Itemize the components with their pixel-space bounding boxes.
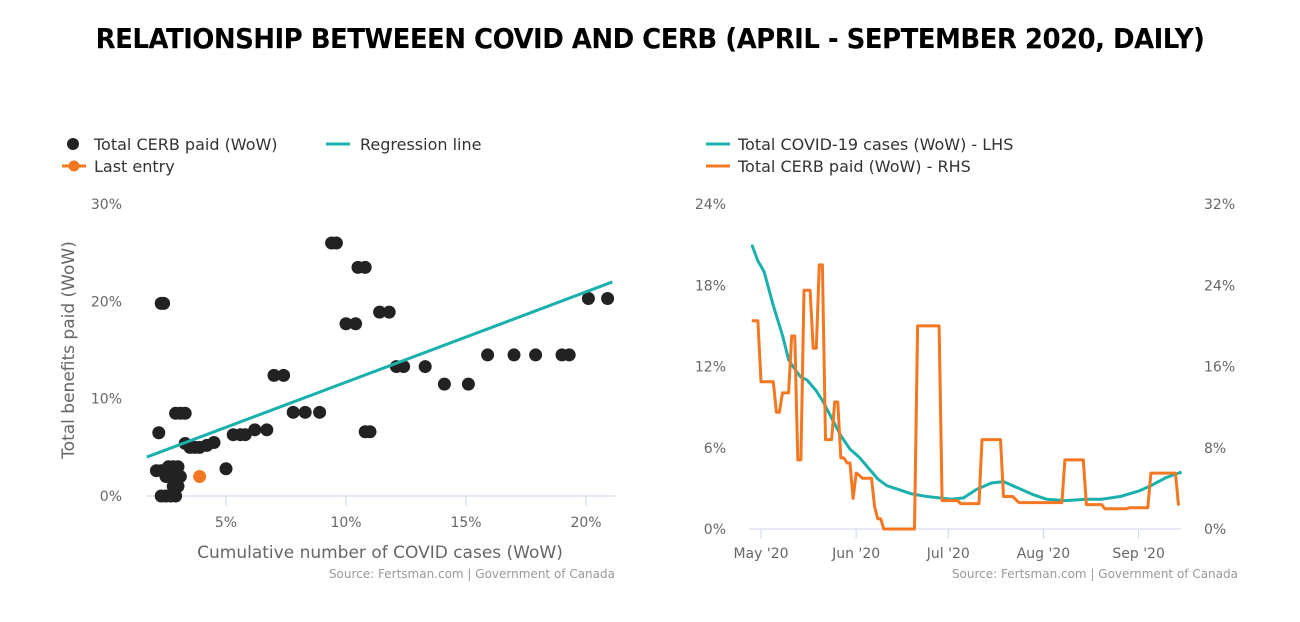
scatter-point[interactable]	[461, 377, 475, 391]
scatter-point[interactable]	[171, 460, 185, 474]
scatter-point[interactable]	[562, 348, 576, 362]
scatter-point[interactable]	[152, 426, 166, 440]
scatter-point[interactable]	[507, 348, 521, 362]
y-right-tick-label: 0%	[1204, 522, 1226, 538]
scatter-point[interactable]	[363, 425, 377, 439]
scatter-point[interactable]	[382, 305, 396, 319]
scatter-point[interactable]	[358, 260, 372, 274]
x-tick-label: Jul '20	[926, 546, 970, 562]
x-tick-label: 10%	[330, 515, 361, 531]
y-left-tick-label: 0%	[704, 522, 726, 538]
x-tick-label: 15%	[450, 515, 481, 531]
scatter-point[interactable]	[277, 368, 291, 382]
scatter-point[interactable]	[418, 360, 432, 374]
legend-dot-icon	[67, 138, 79, 150]
legend-dot-icon	[68, 160, 80, 172]
source-credit: Source: Fertsman.com | Government of Can…	[952, 567, 1238, 581]
legend-label-last-entry: Last entry	[94, 157, 175, 176]
scatter-point[interactable]	[238, 428, 252, 442]
x-tick-label: 20%	[570, 515, 601, 531]
scatter-point[interactable]	[248, 423, 262, 437]
y-right-tick-label: 16%	[1204, 360, 1235, 376]
y-right-tick-label: 8%	[1204, 441, 1226, 457]
scatter-point[interactable]	[339, 317, 353, 331]
scatter-point[interactable]	[397, 360, 411, 374]
legend-label-covid-cases: Total COVID-19 cases (WoW) - LHS	[737, 135, 1013, 154]
scatter-point[interactable]	[173, 470, 187, 484]
legend-label-cerb-paid-rhs: Total CERB paid (WoW) - RHS	[737, 157, 971, 176]
x-axis-title: Cumulative number of COVID cases (WoW)	[197, 543, 563, 563]
x-tick-label: May '20	[733, 546, 788, 562]
legend-label-cerb-paid: Total CERB paid (WoW)	[93, 135, 278, 154]
page-title: RELATIONSHIP BETWEEEN COVID AND CERB (AP…	[95, 22, 1205, 55]
x-tick-label: Jun '20	[831, 546, 880, 562]
scatter-point[interactable]	[581, 291, 595, 305]
scatter-point[interactable]	[437, 377, 451, 391]
y-right-tick-label: 24%	[1204, 278, 1235, 294]
covid-cases-line[interactable]	[750, 244, 1183, 503]
scatter-point[interactable]	[349, 317, 363, 331]
scatter-point[interactable]	[157, 296, 171, 310]
scatter-point[interactable]	[601, 291, 615, 305]
source-credit: Source: Fertsman.com | Government of Can…	[329, 567, 615, 581]
y-left-tick-label: 6%	[704, 441, 726, 457]
legend-label-regression: Regression line	[360, 135, 481, 154]
scatter-point[interactable]	[373, 305, 387, 319]
cerb-paid-line[interactable]	[751, 263, 1180, 531]
y-left-tick-label: 24%	[695, 197, 726, 213]
scatter-point[interactable]	[529, 348, 543, 362]
scatter-point[interactable]	[313, 405, 327, 419]
last-entry-point[interactable]	[193, 470, 207, 484]
scatter-point[interactable]	[260, 423, 274, 437]
x-tick-label: 5%	[215, 515, 237, 531]
scatter-point[interactable]	[219, 462, 233, 476]
x-tick-label: Sep '20	[1112, 546, 1165, 562]
y-tick-label: 0%	[100, 489, 122, 505]
scatter-point[interactable]	[481, 348, 495, 362]
y-left-tick-label: 18%	[695, 278, 726, 294]
scatter-point[interactable]	[171, 479, 185, 493]
scatter-point[interactable]	[298, 405, 312, 419]
scatter-point[interactable]	[329, 236, 343, 250]
y-tick-label: 20%	[91, 294, 122, 310]
x-tick-label: Aug '20	[1017, 546, 1070, 562]
scatter-point[interactable]	[286, 405, 300, 419]
y-right-tick-label: 32%	[1204, 197, 1235, 213]
scatter-point[interactable]	[207, 435, 221, 449]
y-tick-label: 30%	[91, 197, 122, 213]
y-axis-title: Total benefits paid (WoW)	[59, 241, 79, 460]
scatter-point[interactable]	[169, 489, 183, 503]
scatter-point[interactable]	[267, 368, 281, 382]
scatter-point[interactable]	[178, 406, 192, 420]
y-tick-label: 10%	[91, 392, 122, 408]
regression-line	[146, 280, 613, 459]
y-left-tick-label: 12%	[695, 360, 726, 376]
